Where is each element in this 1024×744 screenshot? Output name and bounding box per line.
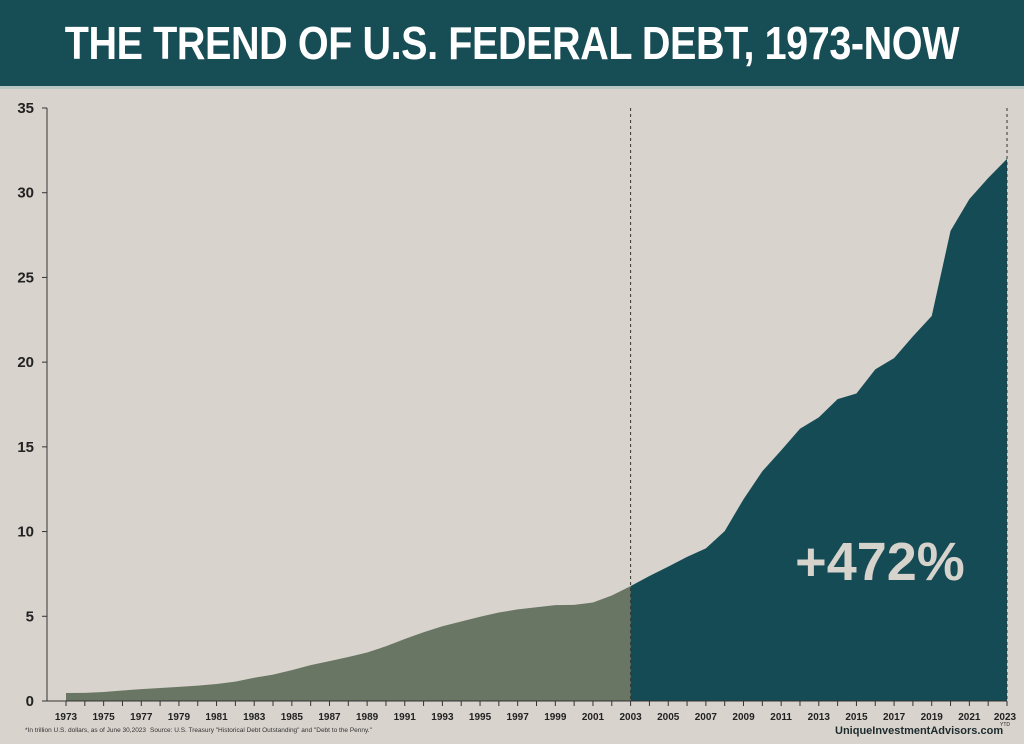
x-tick-label: 2005 <box>657 712 680 723</box>
y-tick-label: 0 <box>26 693 34 710</box>
x-tick-label: 2023 <box>994 712 1017 723</box>
x-tick-label: 1979 <box>168 712 191 723</box>
x-tick-label: 1977 <box>130 712 153 723</box>
x-tick-label: 2019 <box>921 712 944 723</box>
units-footnote: *In trillion U.S. dollars, as of June 30… <box>25 727 147 734</box>
reference-lines <box>630 108 1008 701</box>
x-tick-label: 1973 <box>55 712 78 723</box>
axes-layer: 0 5 10 15 20 25 30 35 1973 1975 1977 1979 1981 1983 19… <box>17 100 1016 728</box>
x-tick-label: 2007 <box>695 712 718 723</box>
title-banner: THE TREND OF U.S. FEDERAL DEBT, 1973-NOW <box>0 0 1024 86</box>
area-2003-now <box>630 158 1007 702</box>
x-tick-label: 1993 <box>431 712 454 723</box>
x-tick-label: 1995 <box>469 712 492 723</box>
x-tick-label: 1985 <box>281 712 304 723</box>
x-tick-label: 1991 <box>394 712 417 723</box>
y-tick-label: 10 <box>17 524 34 541</box>
x-tick-label: 1981 <box>205 712 228 723</box>
x-tick-label: 2003 <box>619 712 642 723</box>
y-tick-label: 20 <box>17 354 34 371</box>
x-tick-label: 1983 <box>243 712 266 723</box>
y-tick-label: 15 <box>17 439 34 456</box>
growth-annotation: +472% <box>795 532 965 592</box>
x-tick-label: 2009 <box>732 712 755 723</box>
x-tick-label: 2021 <box>958 712 981 723</box>
x-tick-label: 1975 <box>93 712 116 723</box>
y-tick-label: 5 <box>26 608 34 625</box>
x-tick-label: 1989 <box>356 712 379 723</box>
website-credit: UniqueInvestmentAdvisors.com <box>835 725 1004 737</box>
ytd-label: YTD <box>1000 722 1010 728</box>
y-tick-label: 35 <box>17 100 34 117</box>
x-tick-label: 2011 <box>770 712 792 723</box>
x-tick-label: 1999 <box>544 712 567 723</box>
x-tick-label: 2017 <box>883 712 906 723</box>
y-tick-label: 30 <box>17 185 34 202</box>
chart-title: THE TREND OF U.S. FEDERAL DEBT, 1973-NOW <box>64 17 960 69</box>
x-tick-label: 1987 <box>318 712 341 723</box>
area-layer <box>66 158 1007 702</box>
banner-divider <box>0 86 1024 89</box>
y-tick-label: 25 <box>17 269 34 286</box>
area-1973-2003 <box>66 586 631 701</box>
x-tick-label: 1997 <box>507 712 530 723</box>
source-note: Source: U.S. Treasury "Historical Debt O… <box>150 727 372 734</box>
x-tick-label: 2013 <box>808 712 831 723</box>
x-tick-label: 2001 <box>582 712 605 723</box>
x-tick-label: 2015 <box>845 712 868 723</box>
